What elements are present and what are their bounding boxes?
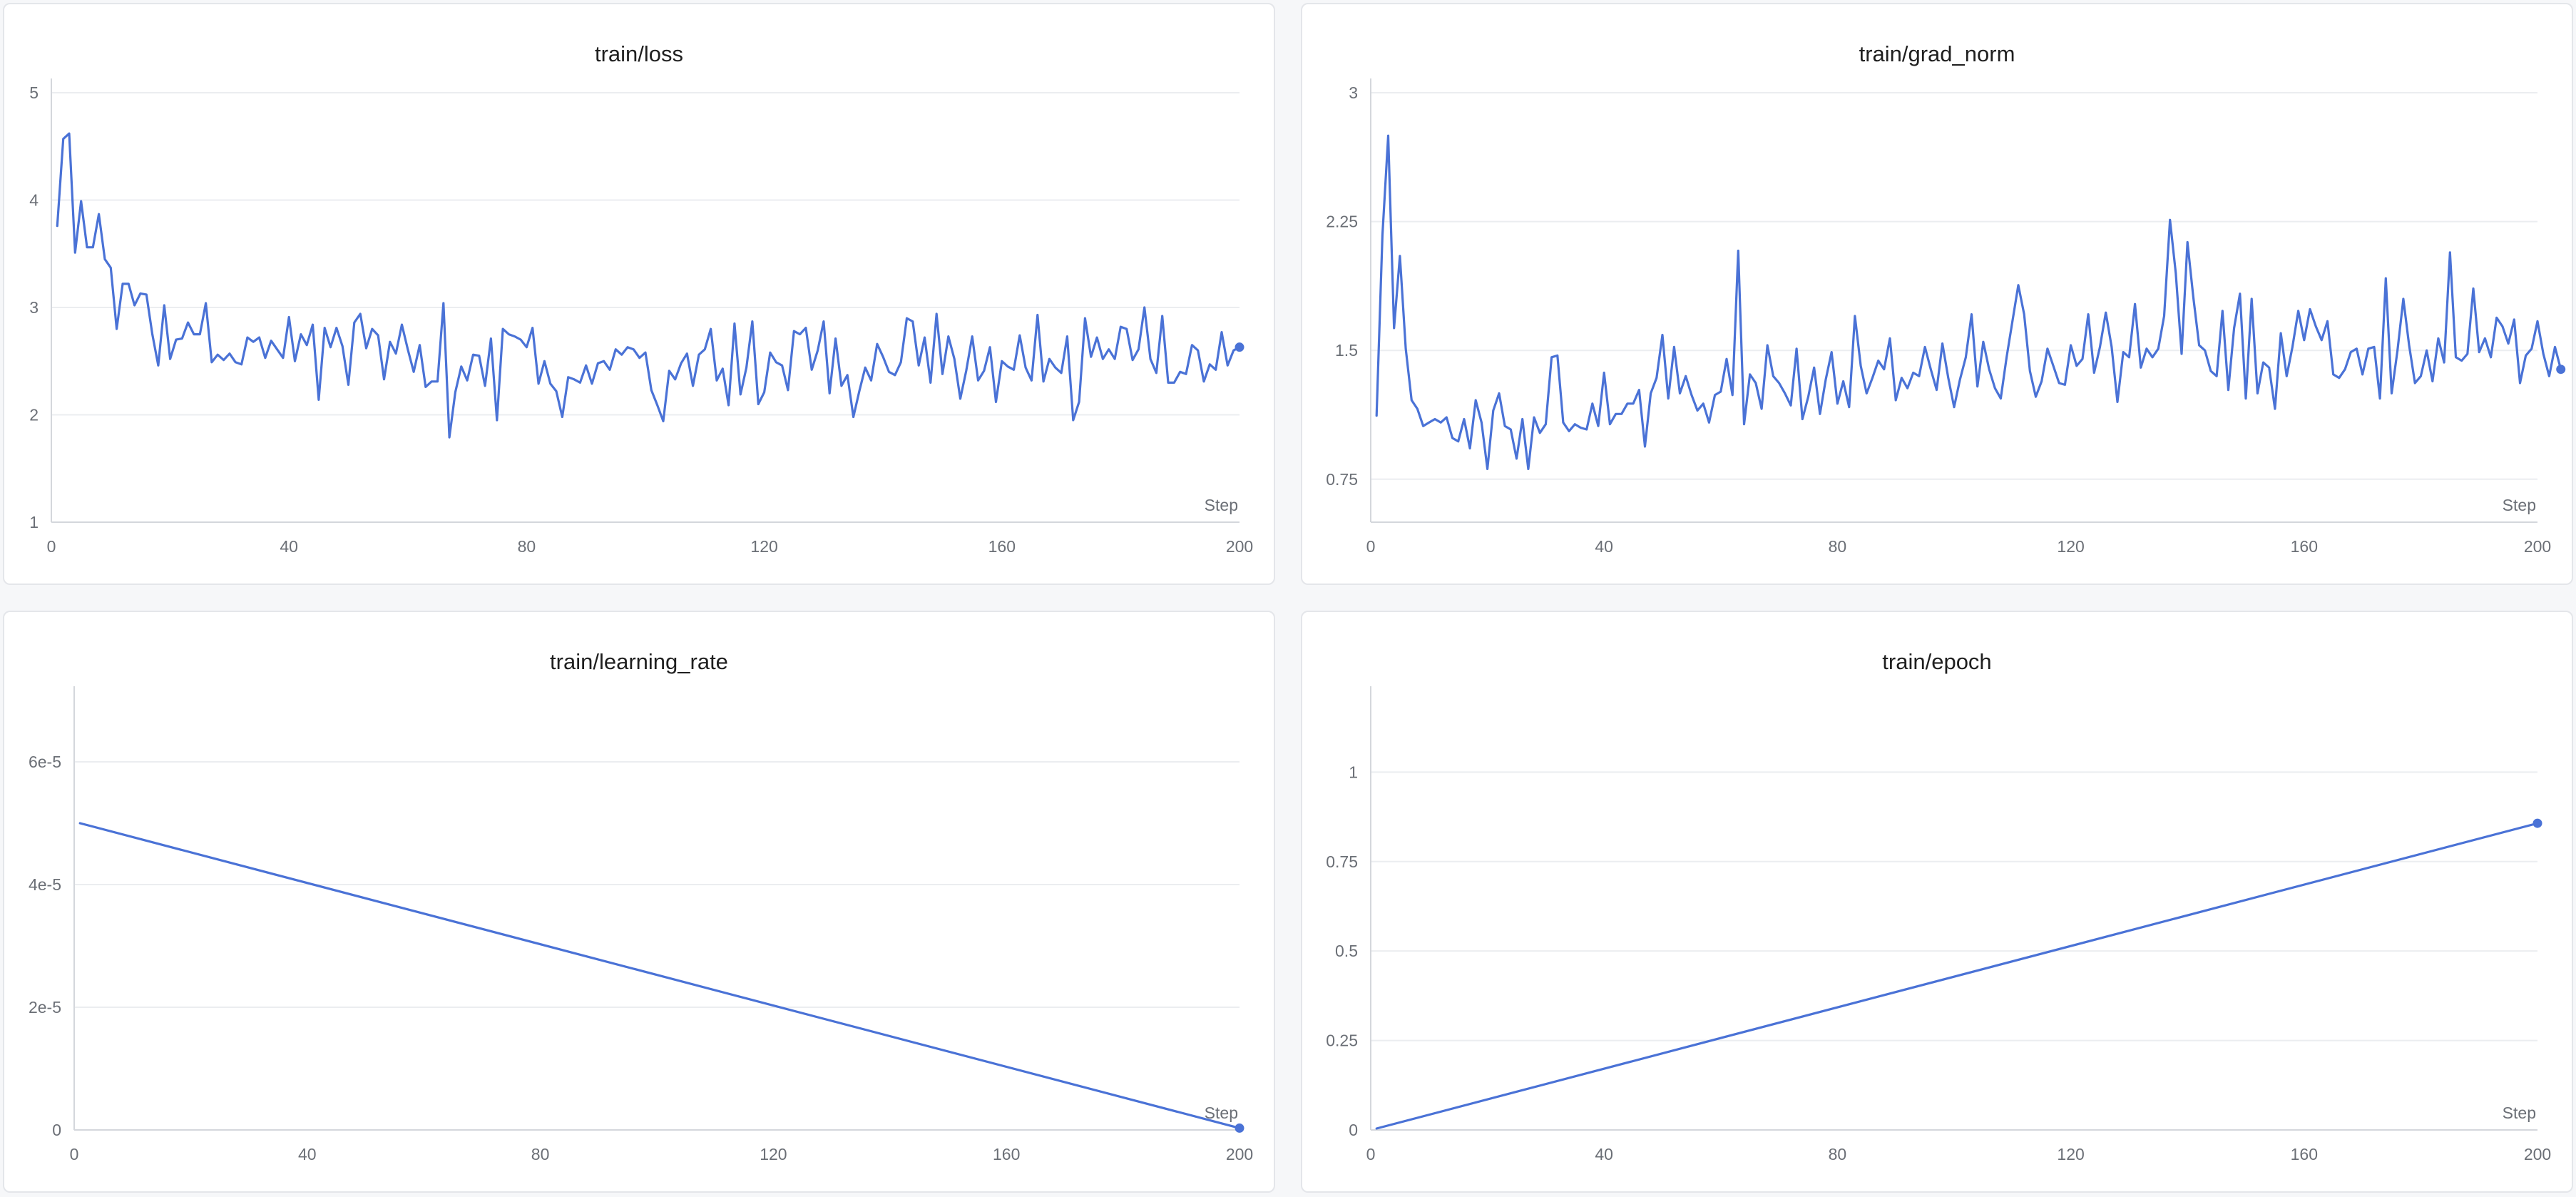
series-line — [78, 822, 1241, 1130]
y-tick-label: 3 — [29, 298, 39, 317]
y-tick-label: 2e-5 — [29, 998, 61, 1017]
x-tick-label: 120 — [760, 1145, 787, 1163]
y-tick-label: 6e-5 — [29, 753, 61, 771]
x-tick-label: 40 — [298, 1145, 317, 1163]
panel-train-loss: train/loss 1 2 3 4 5 0 40 80 120 160 200 Step — [3, 3, 1275, 585]
panel-train-grad-norm: train/grad_norm 0.75 1.5 2.25 3 0 40 80 120 160 2… — [1301, 3, 2573, 585]
y-tick-label: 4 — [29, 191, 39, 210]
y-tick-label: 2 — [29, 406, 39, 424]
panel-train-epoch: train/epoch 0 0.25 0.5 0.75 1 0 40 80 120 160 200 S… — [1301, 611, 2573, 1193]
x-axis-title: Step — [1205, 1104, 1238, 1122]
panel-title: train/loss — [594, 41, 684, 66]
y-tick-label: 0.75 — [1326, 852, 1358, 871]
last-point-marker — [1235, 342, 1244, 352]
x-tick-label: 200 — [1226, 537, 1253, 556]
x-tick-label: 200 — [2524, 1145, 2551, 1163]
panel-title: train/epoch — [1882, 649, 1992, 674]
chart-train-grad-norm: 0.75 1.5 2.25 3 0 40 80 120 160 200 Step — [1326, 78, 2566, 556]
x-tick-label: 40 — [280, 537, 298, 556]
y-tick-label: 0.5 — [1335, 942, 1358, 960]
x-tick-label: 200 — [1226, 1145, 1253, 1163]
series-line — [56, 132, 1241, 439]
y-tick-label: 5 — [29, 83, 39, 102]
y-tick-label: 2.25 — [1326, 213, 1358, 231]
x-tick-label: 160 — [993, 1145, 1020, 1163]
y-tick-label: 1.5 — [1335, 341, 1358, 360]
x-tick-label: 80 — [518, 537, 536, 556]
y-tick-label: 3 — [1349, 83, 1358, 102]
x-tick-label: 0 — [1366, 537, 1376, 556]
x-tick-label: 80 — [1829, 537, 1847, 556]
chart-train-epoch: 0 0.25 0.5 0.75 1 0 40 80 120 160 200 Step — [1326, 686, 2551, 1163]
panel-train-learning-rate: train/learning_rate 0 2e-5 4e-5 6e-5 0 40 80 12… — [3, 611, 1275, 1193]
x-tick-label: 160 — [2291, 1145, 2318, 1163]
y-tick-label: 1 — [1349, 763, 1358, 781]
x-tick-label: 120 — [750, 537, 777, 556]
panel-title: train/grad_norm — [1859, 41, 2015, 66]
y-tick-label: 0.25 — [1326, 1032, 1358, 1050]
x-tick-label: 0 — [70, 1145, 79, 1163]
y-tick-label: 0 — [52, 1121, 61, 1139]
x-tick-label: 80 — [531, 1145, 550, 1163]
series-line — [1375, 822, 2539, 1130]
y-tick-label: 0.75 — [1326, 470, 1358, 489]
x-tick-label: 160 — [2291, 537, 2318, 556]
x-tick-label: 40 — [1595, 1145, 1613, 1163]
series-line — [1375, 134, 2562, 471]
x-axis-title: Step — [2503, 1104, 2536, 1122]
y-tick-label: 1 — [29, 513, 39, 531]
x-tick-label: 200 — [2524, 537, 2551, 556]
last-point-marker — [1235, 1123, 1244, 1133]
last-point-marker — [2532, 818, 2542, 828]
x-tick-label: 120 — [2057, 1145, 2084, 1163]
x-tick-label: 80 — [1829, 1145, 1847, 1163]
chart-train-loss: 1 2 3 4 5 0 40 80 120 160 200 Step — [29, 78, 1253, 556]
panel-title: train/learning_rate — [550, 649, 728, 674]
y-tick-label: 0 — [1349, 1121, 1358, 1139]
x-tick-label: 0 — [1366, 1145, 1376, 1163]
y-tick-label: 4e-5 — [29, 875, 61, 894]
x-axis-title: Step — [2503, 496, 2536, 514]
last-point-marker — [2556, 365, 2566, 375]
x-tick-label: 40 — [1595, 537, 1613, 556]
x-axis-title: Step — [1205, 496, 1238, 514]
x-tick-label: 0 — [47, 537, 56, 556]
x-tick-label: 120 — [2057, 537, 2084, 556]
chart-train-learning-rate: 0 2e-5 4e-5 6e-5 0 40 80 120 160 200 Step — [29, 686, 1253, 1163]
x-tick-label: 160 — [988, 537, 1016, 556]
